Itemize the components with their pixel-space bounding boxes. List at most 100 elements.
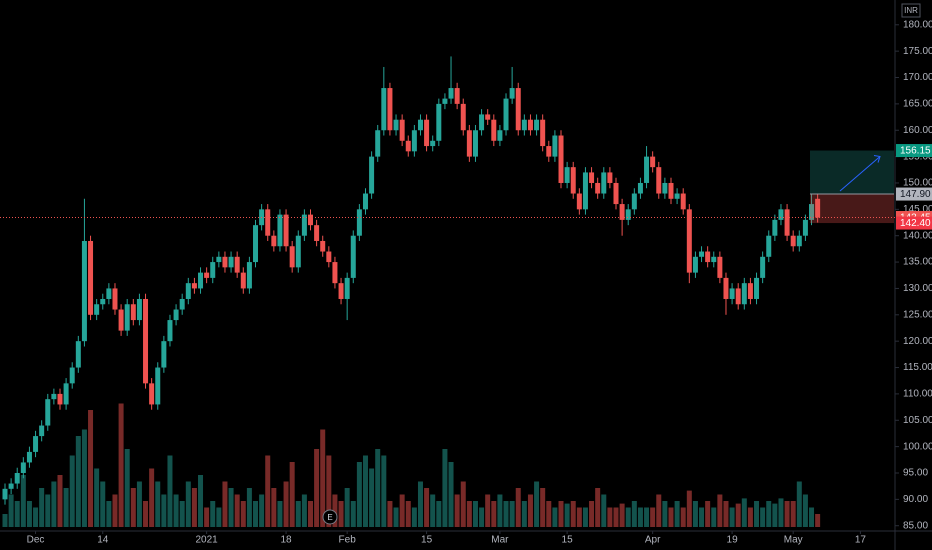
candle-body (497, 130, 503, 141)
candle-body (179, 298, 185, 310)
volume-bar (20, 475, 26, 527)
candle-body (417, 119, 423, 131)
x-tick-label: 2021 (196, 535, 219, 546)
entry-tag-bg (896, 187, 932, 201)
candle-body (589, 172, 595, 183)
candle-body (161, 341, 167, 368)
candle-body (766, 235, 772, 257)
candle-body (399, 119, 405, 141)
candle-body (271, 235, 277, 247)
volume-bar (527, 494, 533, 527)
volume-bar (393, 507, 399, 527)
x-tick-label: 19 (727, 535, 739, 546)
volume-bar (760, 507, 766, 527)
candle-body (772, 219, 778, 236)
volume-bar (485, 494, 491, 527)
volume-bar (289, 462, 295, 527)
loss-zone (810, 194, 894, 224)
candle-body (301, 214, 307, 236)
volume-bar (644, 507, 650, 527)
candle-body (784, 209, 790, 236)
x-tick-label: Feb (339, 535, 357, 546)
y-tick-label: 180.00 (903, 19, 932, 30)
candle-body (442, 98, 448, 104)
volume-bar (479, 507, 485, 527)
event-label: E (327, 513, 332, 522)
volume-bar (216, 507, 222, 527)
volume-bar (497, 494, 503, 527)
candle-body (308, 214, 313, 226)
candle-body (466, 130, 472, 157)
arrow-head (873, 155, 881, 163)
candle-body (662, 182, 668, 194)
candle-body (356, 209, 362, 236)
volume-bar (130, 488, 136, 527)
candle-body (289, 246, 295, 268)
y-tick-label: 160.00 (903, 125, 932, 136)
volume-bar (534, 481, 540, 527)
candle-body (45, 399, 51, 426)
volume-bar (399, 494, 405, 527)
candle-body (802, 219, 808, 236)
volume-bar (564, 503, 570, 527)
candle-body (33, 436, 39, 452)
candle-body (265, 209, 271, 236)
volume-bar (778, 498, 784, 527)
x-tick-label: May (784, 535, 803, 546)
volume-bar (33, 507, 39, 527)
volume-bar (356, 462, 362, 527)
volume-bar (350, 501, 356, 527)
candle-body (191, 283, 197, 289)
volume-bar (552, 507, 558, 527)
volume-bar (686, 490, 692, 527)
candle-body (735, 288, 741, 305)
y-tick-label: 105.00 (903, 415, 932, 426)
candle-body (809, 204, 815, 220)
candle-body (20, 462, 26, 473)
candle-body (790, 235, 796, 247)
volume-bar (143, 501, 149, 527)
y-tick-label: 100.00 (903, 441, 932, 452)
volume-bar (430, 494, 436, 527)
candle-body (729, 288, 735, 299)
candle-body (540, 119, 546, 147)
candle-body (778, 209, 784, 220)
currency-box (901, 3, 921, 18)
candle-body (314, 225, 320, 241)
y-tick-label: 120.00 (903, 336, 932, 347)
volume-bar (222, 481, 228, 527)
candle-body (198, 272, 204, 289)
candle-body (57, 393, 63, 405)
stop-tag-bg (896, 216, 932, 230)
candle-body (460, 103, 466, 131)
candle-body (283, 214, 289, 247)
volume-bar (173, 494, 179, 527)
candle-body (601, 172, 607, 194)
candle-body (717, 256, 723, 278)
volume-bar (51, 481, 57, 527)
candle-body (320, 240, 326, 252)
candle-body (8, 483, 14, 489)
volume-bar (277, 501, 283, 527)
candle-body (760, 256, 766, 278)
candle-body (362, 193, 368, 210)
volume-bar (802, 494, 808, 527)
volume-bar (179, 501, 185, 527)
volume-bar (656, 494, 662, 527)
y-tick-label: 90.00 (903, 494, 928, 505)
y-tick-label: 95.00 (903, 468, 928, 479)
candle-body (112, 288, 118, 310)
candle-body (234, 256, 240, 273)
candle-body (100, 298, 106, 305)
candle-body (558, 135, 564, 183)
profit-zone (810, 150, 894, 195)
candle-body (705, 251, 711, 263)
candle-body (815, 198, 821, 218)
volume-bar (381, 455, 387, 527)
volume-bar (253, 501, 259, 527)
volume-bar (81, 429, 87, 527)
volume-bar (784, 501, 790, 527)
candle-body (637, 182, 643, 194)
